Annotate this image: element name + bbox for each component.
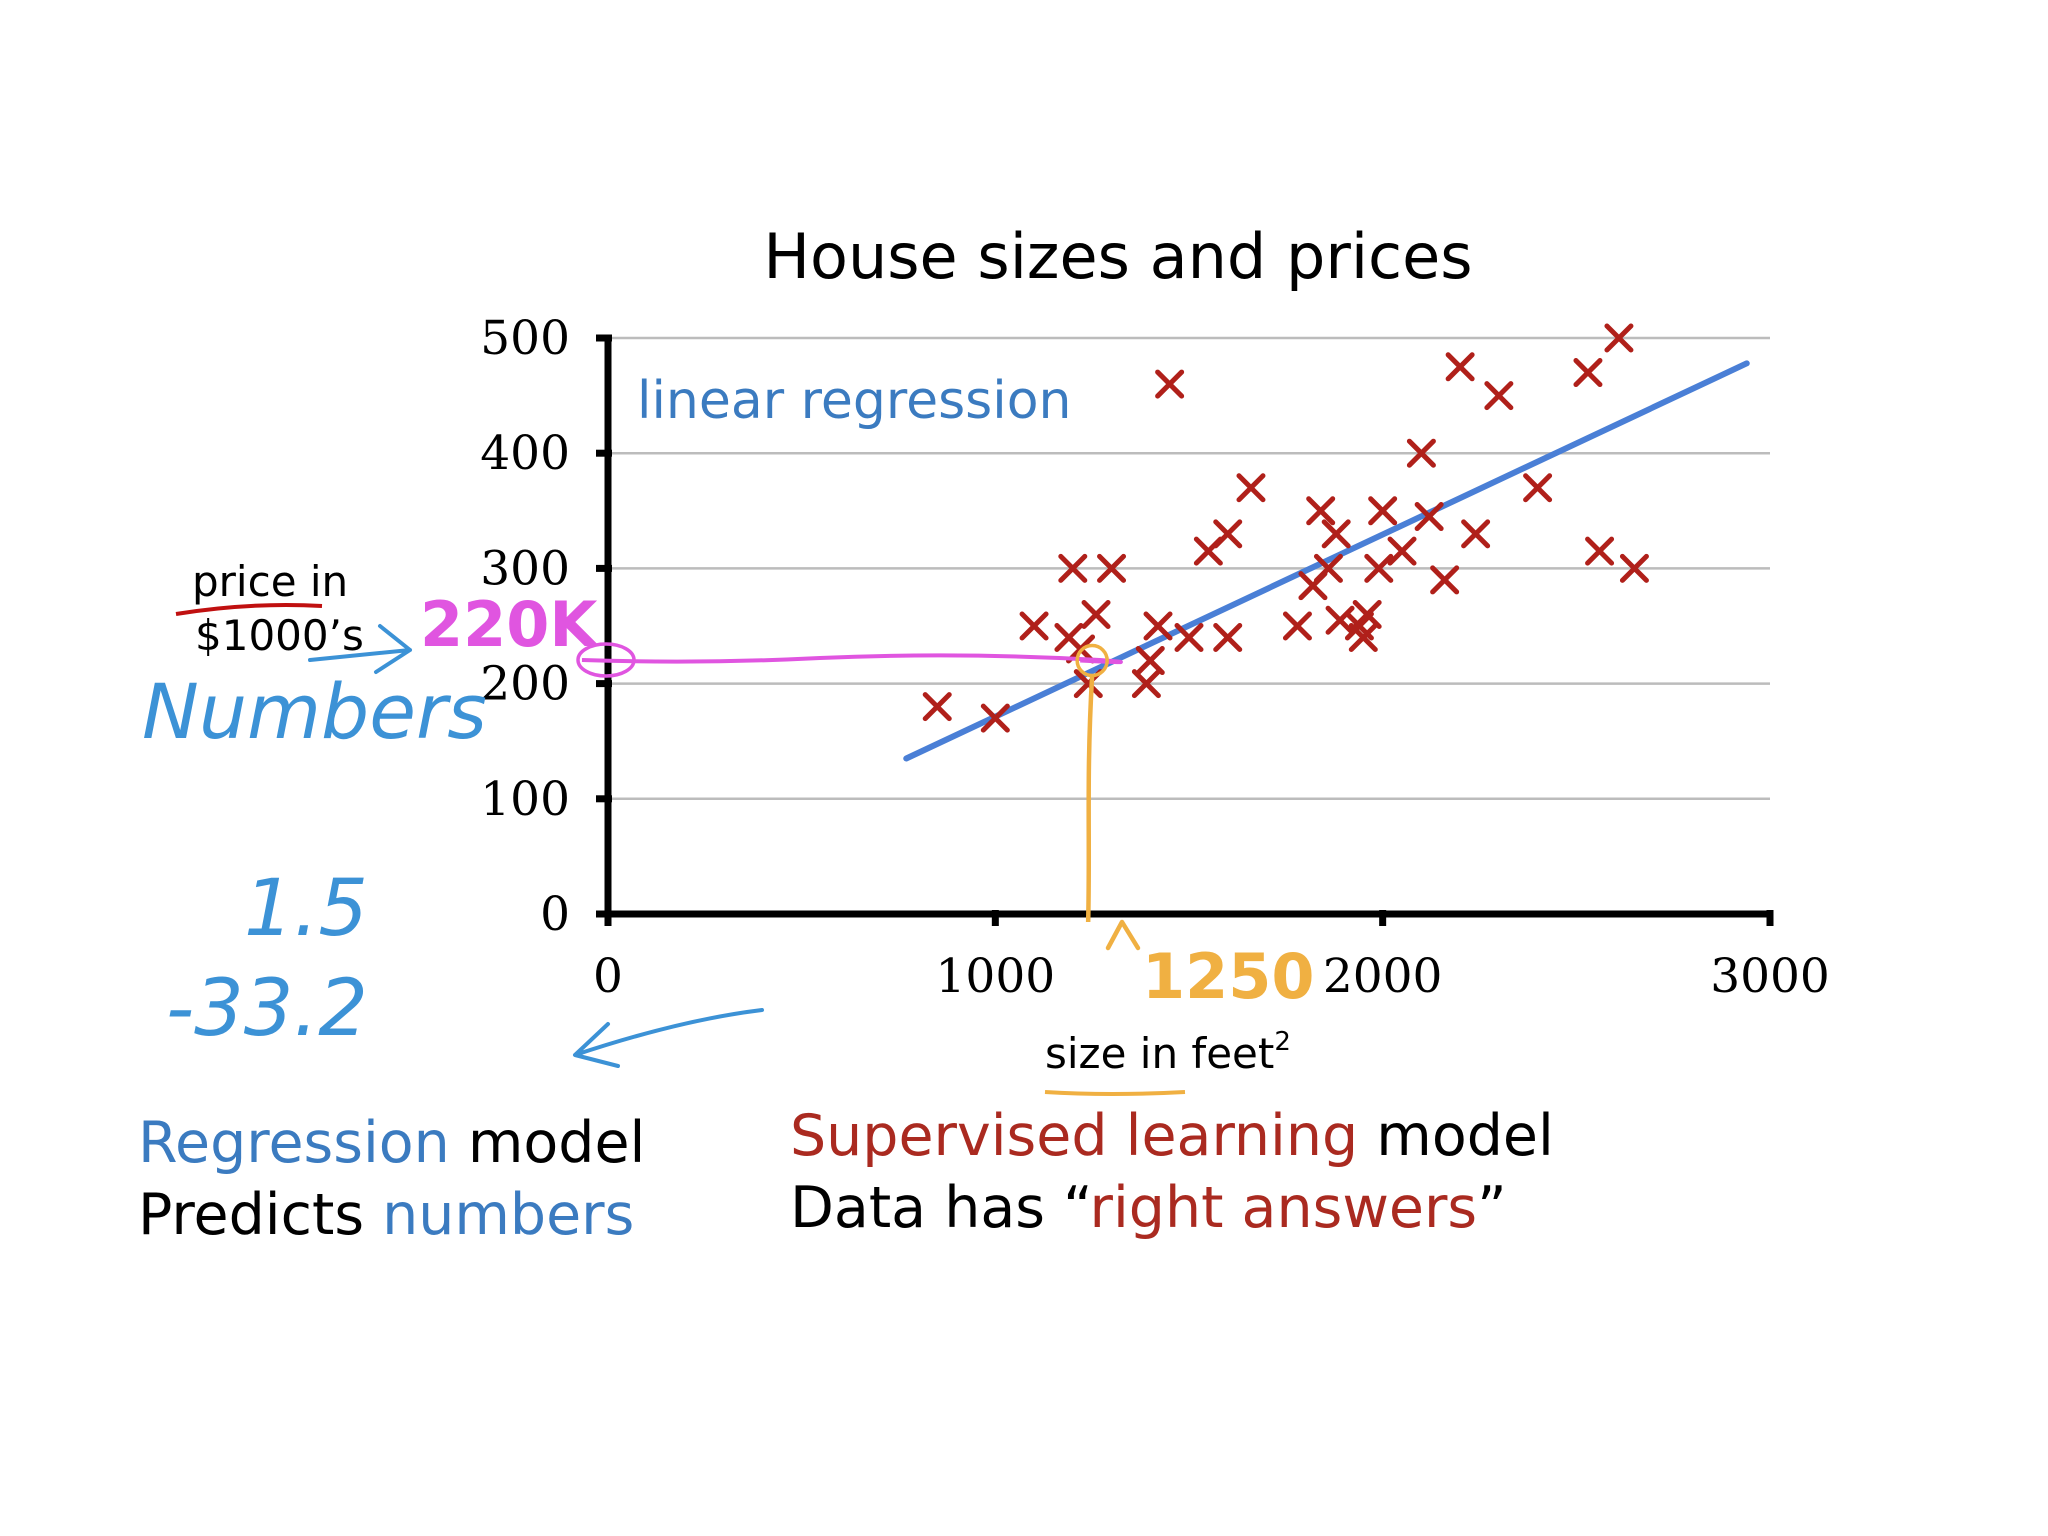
x-tick-label: 3000	[1710, 949, 1830, 1004]
data-point	[1461, 519, 1491, 549]
y-axis-label-line2: $1000’s	[195, 611, 364, 660]
data-points	[922, 323, 1649, 733]
data-point	[1484, 381, 1514, 411]
footer-right-line1-rest: model	[1358, 1103, 1554, 1169]
footer-right-line1: Supervised learning model	[790, 1100, 1554, 1172]
data-point	[1348, 623, 1378, 653]
y-label-arrow-icon	[308, 624, 412, 674]
data-point	[1019, 611, 1049, 641]
data-point	[1236, 473, 1266, 503]
footer-left-line2-start: Predicts	[138, 1182, 383, 1248]
data-point	[1387, 536, 1417, 566]
down-left-arrow-icon	[573, 1008, 764, 1068]
numbers-word: numbers	[382, 1182, 635, 1248]
predicted-price-line	[581, 653, 1123, 665]
y-tick-label: 200	[480, 657, 570, 712]
x-axis-label: size in feet2	[1045, 1027, 1291, 1078]
regression-label: linear regression	[637, 371, 1071, 431]
regression-word: Regression	[138, 1110, 450, 1176]
right-answers-word: right answers	[1089, 1175, 1478, 1241]
x-axis-label-superscript: 2	[1274, 1027, 1291, 1057]
predicted-price-label: 220K	[420, 588, 599, 661]
footer-right-line2: Data has “right answers”	[790, 1172, 1554, 1244]
x-axis-label-underline	[1044, 1090, 1186, 1096]
numbers-handwritten: Numbers	[142, 667, 487, 756]
data-point	[1368, 496, 1398, 526]
data-point	[1619, 553, 1649, 583]
data-point	[922, 692, 952, 722]
data-point	[1143, 611, 1173, 641]
footer-left-line2: Predicts numbers	[138, 1179, 645, 1251]
y-tick-label: 400	[480, 426, 570, 481]
data-point	[1321, 519, 1351, 549]
data-point	[1414, 502, 1444, 532]
footer-right: Supervised learning model Data has “righ…	[790, 1100, 1554, 1244]
data-point	[1430, 565, 1460, 595]
footer-left-line1: Regression model	[138, 1107, 645, 1179]
data-point	[1058, 553, 1088, 583]
regression-line	[903, 360, 1750, 762]
data-point	[1213, 623, 1243, 653]
x-axis-label-text: size in feet	[1045, 1029, 1274, 1078]
data-point	[1155, 369, 1185, 399]
data-point	[1604, 323, 1634, 353]
x-tick-label: 2000	[1323, 949, 1443, 1004]
y-tick-label: 0	[540, 887, 570, 942]
x-tick-label: 1000	[936, 949, 1056, 1004]
data-point	[1573, 358, 1603, 388]
data-point	[1213, 519, 1243, 549]
axis-ticks: 0 100 200 300 400 500 0 1000 2000 3000	[480, 311, 1830, 1004]
data-point	[1445, 352, 1475, 382]
data-point	[1313, 553, 1343, 583]
y-axis-label-line1: price in	[192, 557, 348, 606]
data-point	[1282, 611, 1312, 641]
data-point	[1081, 599, 1111, 629]
data-point	[1352, 599, 1382, 629]
y-tick-label: 500	[480, 311, 570, 366]
data-point	[1097, 553, 1127, 583]
data-point	[1406, 438, 1436, 468]
y-label-underline-scribble	[175, 603, 323, 616]
data-point	[1135, 646, 1165, 676]
data-point	[1585, 536, 1615, 566]
footer-left: Regression model Predicts numbers	[138, 1107, 645, 1251]
example-number-1: 1.5	[244, 864, 368, 954]
prediction-size-line	[1085, 674, 1095, 923]
predicted-size-label: 1250	[1142, 940, 1315, 1013]
supervised-learning-word: Supervised learning	[790, 1103, 1359, 1169]
predicted-price-circle	[576, 642, 636, 678]
y-tick-label: 300	[480, 541, 570, 596]
example-number-2: -33.2	[166, 964, 368, 1054]
data-point	[1131, 669, 1161, 699]
gridlines	[608, 336, 1770, 801]
up-arrow-icon	[1105, 919, 1141, 951]
data-point	[1523, 473, 1553, 503]
footer-right-line2-end: ”	[1477, 1175, 1507, 1241]
footer-left-line1-rest: model	[449, 1110, 646, 1176]
data-point	[980, 703, 1010, 733]
data-point	[1364, 553, 1394, 583]
data-point	[1174, 623, 1204, 653]
footer-right-line2-start: Data has “	[790, 1175, 1090, 1241]
chart-title: House sizes and prices	[763, 220, 1472, 293]
data-point	[1306, 496, 1336, 526]
y-tick-label: 100	[480, 772, 570, 827]
x-tick-label: 0	[593, 949, 623, 1004]
